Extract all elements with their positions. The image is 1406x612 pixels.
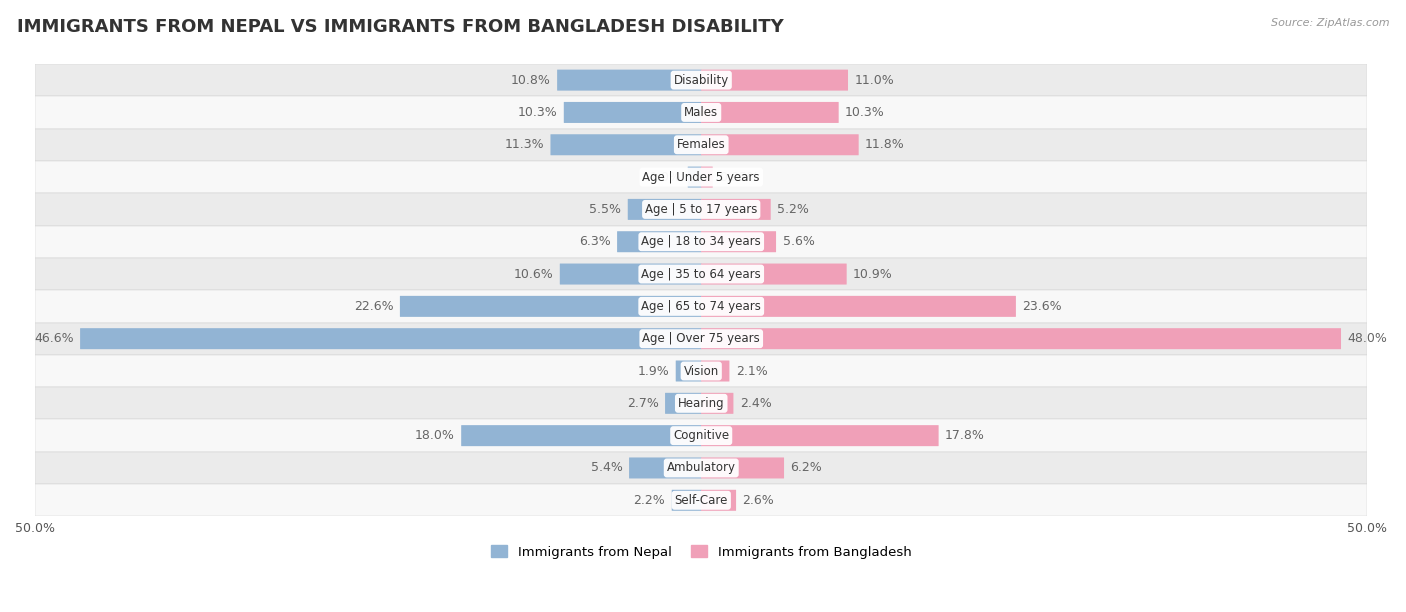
Text: 46.6%: 46.6% [34, 332, 73, 345]
FancyBboxPatch shape [628, 457, 702, 479]
FancyBboxPatch shape [35, 452, 1368, 484]
FancyBboxPatch shape [35, 355, 1368, 387]
FancyBboxPatch shape [35, 258, 1368, 290]
FancyBboxPatch shape [702, 328, 1341, 349]
FancyBboxPatch shape [564, 102, 702, 123]
Text: 22.6%: 22.6% [354, 300, 394, 313]
Legend: Immigrants from Nepal, Immigrants from Bangladesh: Immigrants from Nepal, Immigrants from B… [486, 540, 917, 564]
FancyBboxPatch shape [702, 360, 730, 381]
Text: 1.0%: 1.0% [650, 171, 682, 184]
Text: Age | Over 75 years: Age | Over 75 years [643, 332, 761, 345]
Text: Age | 5 to 17 years: Age | 5 to 17 years [645, 203, 758, 216]
Text: 10.3%: 10.3% [845, 106, 884, 119]
Text: 10.3%: 10.3% [517, 106, 557, 119]
FancyBboxPatch shape [702, 231, 776, 252]
Text: 23.6%: 23.6% [1022, 300, 1062, 313]
FancyBboxPatch shape [557, 70, 702, 91]
FancyBboxPatch shape [551, 134, 702, 155]
FancyBboxPatch shape [702, 425, 939, 446]
FancyBboxPatch shape [35, 193, 1368, 226]
FancyBboxPatch shape [399, 296, 702, 317]
FancyBboxPatch shape [672, 490, 702, 511]
Text: 0.85%: 0.85% [720, 171, 759, 184]
Text: Hearing: Hearing [678, 397, 724, 410]
Text: Disability: Disability [673, 73, 728, 87]
FancyBboxPatch shape [35, 419, 1368, 452]
FancyBboxPatch shape [676, 360, 702, 381]
FancyBboxPatch shape [665, 393, 702, 414]
FancyBboxPatch shape [35, 161, 1368, 193]
Text: 2.1%: 2.1% [735, 365, 768, 378]
FancyBboxPatch shape [688, 166, 702, 188]
Text: Ambulatory: Ambulatory [666, 461, 735, 474]
FancyBboxPatch shape [617, 231, 702, 252]
FancyBboxPatch shape [702, 134, 859, 155]
FancyBboxPatch shape [35, 96, 1368, 129]
Text: Cognitive: Cognitive [673, 429, 730, 442]
Text: Age | 18 to 34 years: Age | 18 to 34 years [641, 235, 761, 248]
FancyBboxPatch shape [702, 102, 839, 123]
FancyBboxPatch shape [35, 64, 1368, 96]
Text: 48.0%: 48.0% [1347, 332, 1388, 345]
FancyBboxPatch shape [35, 484, 1368, 517]
Text: Source: ZipAtlas.com: Source: ZipAtlas.com [1271, 18, 1389, 28]
Text: Age | 65 to 74 years: Age | 65 to 74 years [641, 300, 761, 313]
Text: 2.2%: 2.2% [634, 494, 665, 507]
Text: 11.3%: 11.3% [505, 138, 544, 151]
Text: Age | 35 to 64 years: Age | 35 to 64 years [641, 267, 761, 280]
FancyBboxPatch shape [702, 457, 785, 479]
Text: Males: Males [685, 106, 718, 119]
FancyBboxPatch shape [702, 490, 737, 511]
FancyBboxPatch shape [35, 323, 1368, 355]
FancyBboxPatch shape [702, 199, 770, 220]
FancyBboxPatch shape [627, 199, 702, 220]
FancyBboxPatch shape [35, 290, 1368, 323]
Text: IMMIGRANTS FROM NEPAL VS IMMIGRANTS FROM BANGLADESH DISABILITY: IMMIGRANTS FROM NEPAL VS IMMIGRANTS FROM… [17, 18, 783, 36]
Text: 18.0%: 18.0% [415, 429, 454, 442]
Text: 10.6%: 10.6% [513, 267, 554, 280]
Text: 5.4%: 5.4% [591, 461, 623, 474]
FancyBboxPatch shape [702, 296, 1017, 317]
Text: 17.8%: 17.8% [945, 429, 986, 442]
FancyBboxPatch shape [35, 129, 1368, 161]
FancyBboxPatch shape [702, 264, 846, 285]
Text: 5.5%: 5.5% [589, 203, 621, 216]
FancyBboxPatch shape [702, 70, 848, 91]
Text: Vision: Vision [683, 365, 718, 378]
FancyBboxPatch shape [560, 264, 702, 285]
Text: Females: Females [676, 138, 725, 151]
FancyBboxPatch shape [35, 387, 1368, 419]
Text: 2.4%: 2.4% [740, 397, 772, 410]
Text: 11.0%: 11.0% [855, 73, 894, 87]
Text: Self-Care: Self-Care [675, 494, 728, 507]
Text: 11.8%: 11.8% [865, 138, 905, 151]
Text: 10.9%: 10.9% [853, 267, 893, 280]
FancyBboxPatch shape [461, 425, 702, 446]
Text: 1.9%: 1.9% [637, 365, 669, 378]
Text: 2.7%: 2.7% [627, 397, 658, 410]
FancyBboxPatch shape [702, 166, 713, 188]
FancyBboxPatch shape [702, 393, 734, 414]
Text: 5.2%: 5.2% [778, 203, 808, 216]
Text: 2.6%: 2.6% [742, 494, 775, 507]
Text: 6.3%: 6.3% [579, 235, 610, 248]
Text: 6.2%: 6.2% [790, 461, 823, 474]
Text: Age | Under 5 years: Age | Under 5 years [643, 171, 761, 184]
Text: 5.6%: 5.6% [783, 235, 814, 248]
Text: 10.8%: 10.8% [510, 73, 551, 87]
FancyBboxPatch shape [80, 328, 702, 349]
FancyBboxPatch shape [35, 226, 1368, 258]
